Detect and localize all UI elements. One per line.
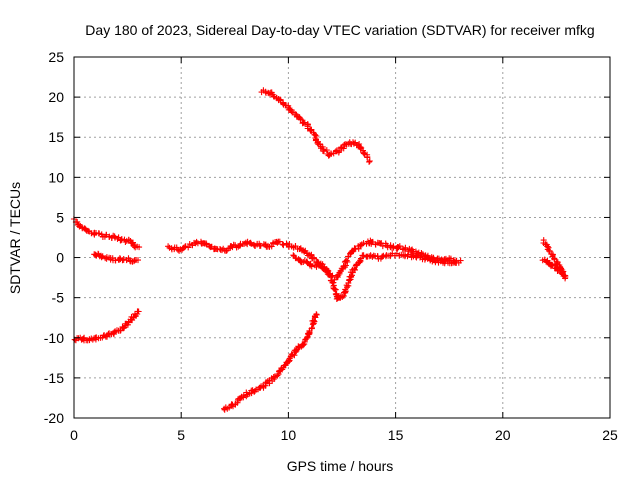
data-point-markers [260,374,277,391]
data-marks [70,87,569,413]
y-tick-label: 10 [48,169,64,185]
y-tick-label: -20 [44,410,64,426]
data-point-markers [117,236,132,245]
series-arc-dip [290,252,367,302]
x-tick-label: 10 [281,427,297,443]
x-tick-label: 0 [70,427,78,443]
x-tick-label: 20 [495,427,511,443]
y-tick-label: 15 [48,129,64,145]
x-axis-label: GPS time / hours [287,458,394,474]
series-arc-late-2 [539,256,569,280]
data-point-markers [306,311,320,338]
x-tick-label: 25 [602,427,618,443]
plot-frame [73,56,611,419]
series-arc-mid [165,238,338,283]
series-arc-flat [363,250,464,267]
data-point-markers [452,257,464,266]
data-point-markers [243,238,259,249]
data-point-markers [350,242,364,254]
grid-layer [74,57,610,418]
y-tick-label: -5 [52,290,65,306]
y-tick-label: 20 [48,89,64,105]
data-point-markers [304,123,320,143]
series-arc-low-right [221,311,320,413]
data-point-markers [290,252,304,265]
x-tick-label: 5 [177,427,185,443]
data-point-markers [548,262,560,272]
x-tick-label: 15 [388,427,404,443]
data-point-markers [111,323,127,336]
data-point-markers [357,144,373,165]
data-point-markers [125,255,141,265]
data-point-markers [354,252,367,268]
data-point-markers [116,255,130,264]
data-point-markers [229,393,245,410]
axis-ticks: 0 5 10 15 20 25 -20 -15 -10 -5 0 5 10 15 20 25 [44,49,618,443]
data-point-markers [76,223,89,233]
series-arc-low-left [71,308,142,344]
y-axis-label: SDTVAR / TECUs [7,182,23,294]
y-tick-label: 0 [56,250,64,266]
chart-title: Day 180 of 2023, Sidereal Day-to-day VTE… [85,22,594,38]
data-point-markers [107,255,123,264]
series-arc-left-lower [91,250,141,265]
y-tick-label: -10 [44,330,64,346]
y-tick-label: 25 [48,49,64,65]
y-tick-label: 5 [56,209,64,225]
data-point-markers [121,316,136,331]
data-point-markers [286,343,305,362]
data-point-markers [128,308,142,321]
series-arc-left-upper [70,216,143,251]
series-arc-high [258,87,373,165]
data-point-markers [127,238,143,251]
data-point-markers [271,365,285,382]
data-point-markers [556,267,569,280]
data-point-markers [200,240,218,252]
y-tick-label: -15 [44,370,64,386]
data-point-markers [413,252,434,264]
